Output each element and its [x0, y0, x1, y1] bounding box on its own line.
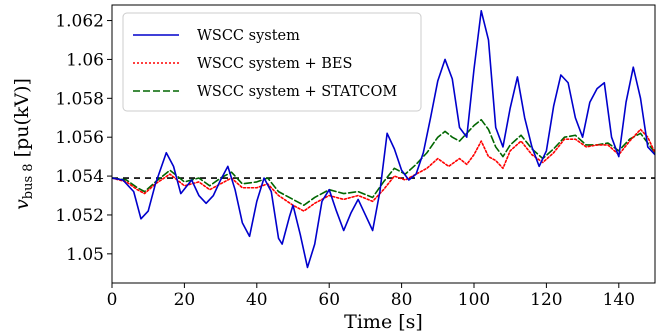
- legend-entry-2: WSCC system + STATCOM: [133, 84, 397, 100]
- y-tick-label: 1.058: [55, 89, 104, 109]
- x-tick-label: 20: [174, 290, 196, 310]
- x-axis-ticks: 0 20 40 60 80 100 120 140: [107, 283, 635, 310]
- x-tick-label: 80: [391, 290, 413, 310]
- series-layer: [112, 10, 655, 269]
- legend-entries: WSCC system WSCC system + BES WSCC system …: [133, 28, 397, 100]
- legend: WSCC system WSCC system + BES WSCC system …: [122, 12, 422, 112]
- y-tick-label: 1.052: [55, 206, 104, 226]
- x-axis-label: Time [s]: [344, 311, 423, 333]
- x-tick-label: 0: [107, 290, 118, 310]
- legend-box: [122, 12, 422, 112]
- y-axis-label-subscript: bus 8: [21, 163, 36, 199]
- y-tick-label: 1.062: [55, 12, 104, 32]
- plot-area-frame: [111, 4, 656, 284]
- series-line-1: [112, 128, 655, 212]
- legend-entry-0: WSCC system: [133, 28, 300, 44]
- legend-label: WSCC system + BES: [197, 56, 352, 72]
- y-axis-ticks: 1.05 1.052 1.054 1.056 1.058 1.06 1.062: [55, 12, 112, 265]
- y-tick-label: 1.056: [55, 128, 104, 148]
- y-tick-label: 1.05: [66, 245, 104, 265]
- y-tick-label: 1.054: [55, 167, 104, 187]
- legend-entry-1: WSCC system + BES: [133, 56, 352, 72]
- y-axis-label: vbus 8 [pu(kV)]: [11, 78, 36, 210]
- x-tick-label: 60: [318, 290, 340, 310]
- legend-label: WSCC system + STATCOM: [197, 84, 397, 100]
- series-line-0: [112, 10, 655, 269]
- x-tick-label: 40: [246, 290, 268, 310]
- legend-label: WSCC system: [197, 28, 300, 44]
- x-tick-label: 140: [603, 290, 635, 310]
- x-tick-label: 120: [530, 290, 562, 310]
- y-axis-label-symbol: v: [11, 199, 33, 210]
- y-axis-label-unit: [pu(kV)]: [11, 78, 33, 163]
- x-tick-label: 100: [458, 290, 490, 310]
- y-tick-label: 1.06: [66, 50, 104, 70]
